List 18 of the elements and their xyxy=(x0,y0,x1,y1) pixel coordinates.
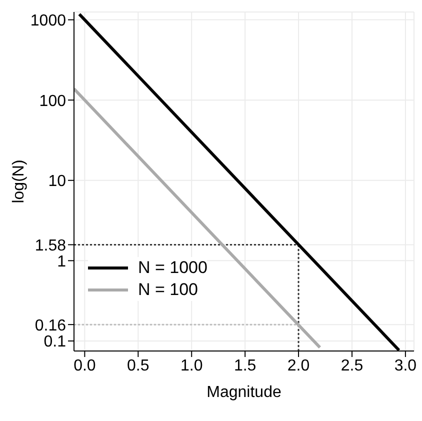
x-tick-label: 1.0 xyxy=(180,357,203,374)
x-tick-label: 0.5 xyxy=(127,357,150,374)
y-tick-label: 0.16 xyxy=(34,317,66,334)
x-axis-title: Magnitude xyxy=(206,384,282,401)
y-tick-label: 1000 xyxy=(30,12,66,30)
y-tick-label: 1 xyxy=(57,253,66,270)
x-tick-label: 2.0 xyxy=(287,357,310,374)
y-tick-label: 100 xyxy=(39,92,66,110)
x-tick-label: 1.5 xyxy=(234,357,256,374)
x-tick-label: 2.5 xyxy=(340,357,364,374)
x-tick-label: 0.0 xyxy=(74,357,96,374)
x-tick-label: 3.0 xyxy=(394,357,417,374)
y-tick-label: 1.58 xyxy=(34,237,66,254)
y-tick-label: 10 xyxy=(48,173,66,190)
y-tick-label: 0.1 xyxy=(44,334,66,351)
legend-label: N = 1000 xyxy=(138,258,208,278)
legend-label: N = 100 xyxy=(138,280,198,300)
y-axis-title: log(N) xyxy=(10,160,28,204)
